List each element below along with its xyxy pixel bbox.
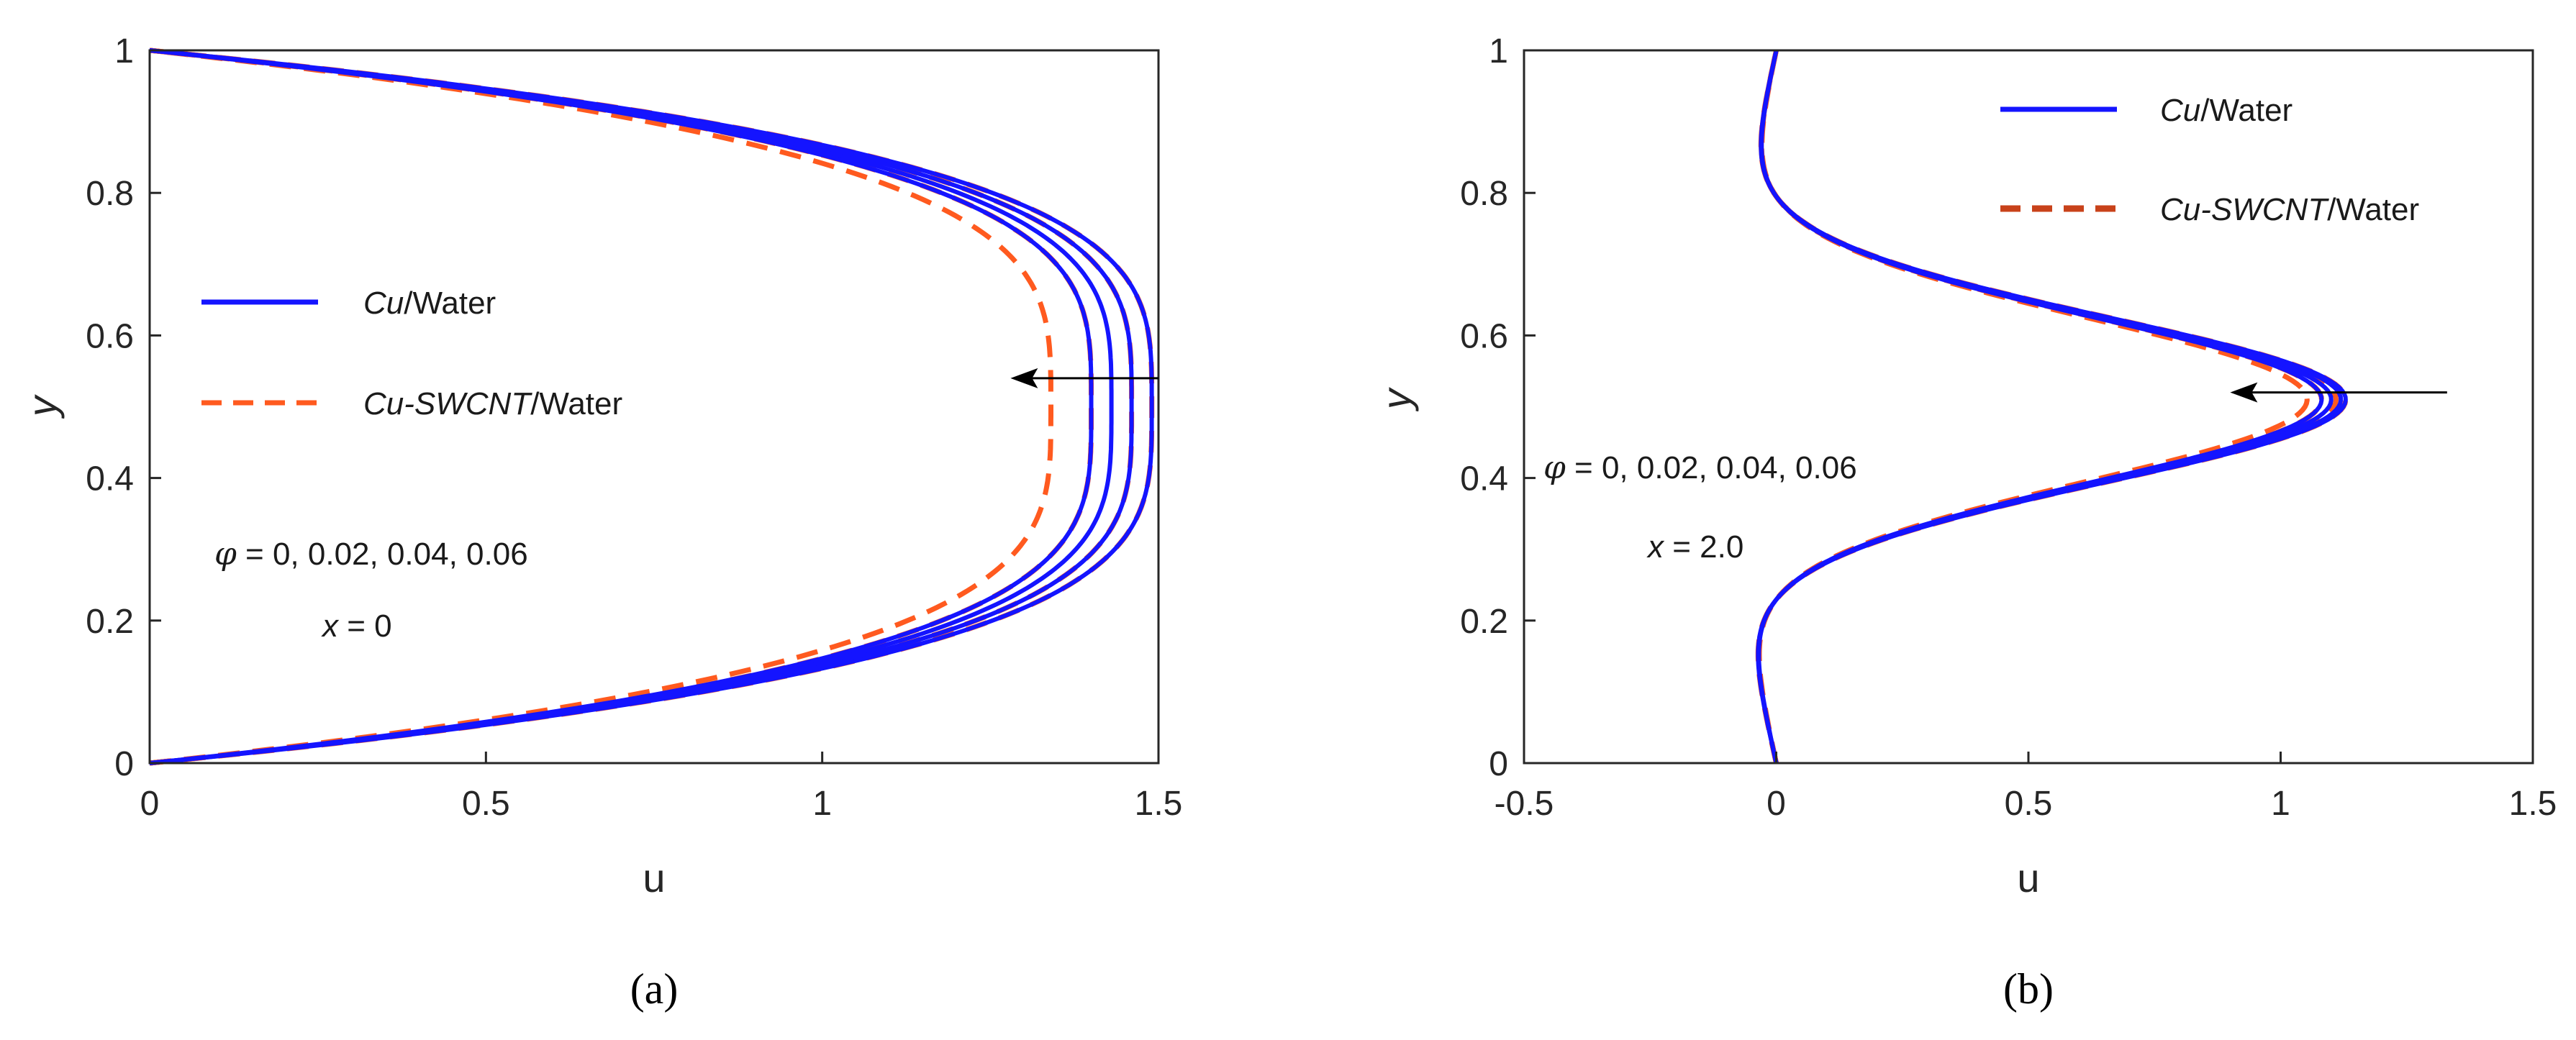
x-annotation-a: x = 0 [321, 608, 392, 644]
legend-label-italic: Cu [363, 286, 404, 321]
axis-ticks-b: -0.5 0 0.5 1 1.500.20.40.60.81 [1460, 32, 2557, 823]
series-cu-swcnt-water-line [149, 47, 1155, 766]
y-tick-label: 0.2 [1460, 603, 1508, 641]
series-cu-water-line [1756, 50, 2348, 764]
y-tick-label: 1 [114, 32, 134, 70]
trend-arrow-b [2230, 382, 2447, 403]
x-value: = 2.0 [1664, 529, 1743, 565]
x-tick-label: -0.5 [1495, 785, 1554, 823]
series-cu-swcnt-water-line [1755, 50, 2349, 764]
y-tick-label: 0.8 [86, 175, 134, 213]
y-tick-label: 0.2 [86, 603, 134, 641]
y-tick-label: 0.6 [1460, 317, 1508, 355]
phi-annotation-a: φ = 0, 0.02, 0.04, 0.06 [214, 536, 528, 573]
phi-annotation-b: φ = 0, 0.02, 0.04, 0.06 [1543, 450, 1857, 486]
phi-symbol: φ [1543, 450, 1566, 486]
legend-label-cu-swcnt-water-a: Cu-SWCNT/Water [363, 386, 622, 421]
x-tick-label: 1 [812, 785, 832, 823]
axis-ticks-a: 0 0.5 1 1.5 0 0.2 0.4 0.6 0.8 1 [86, 32, 1182, 823]
legend-label-rest: /Water [530, 386, 622, 421]
x-tick-label: 0.5 [2005, 785, 2053, 823]
phi-values: = 0, 0.02, 0.04, 0.06 [1566, 450, 1857, 485]
legend-label-rest: /Water [404, 286, 496, 321]
caption-b: (b) [2003, 965, 2054, 1013]
series-cu-water-line [149, 48, 1094, 765]
chart-panel-a: 0 0.5 1 1.5 0 0.2 0.4 0.6 0.8 1 u y Cu/Water Cu-S… [19, 32, 1182, 1013]
x-tick-label: 0 [1767, 785, 1786, 823]
caption-a: (a) [630, 965, 679, 1013]
y-tick-label: 0.8 [1460, 175, 1508, 213]
series-group-a [149, 47, 1155, 766]
plot-frame-b [1523, 49, 2534, 765]
y-tick-label: 0 [1489, 745, 1508, 783]
x-value: = 0 [338, 608, 392, 644]
plot-frame-a [148, 49, 1160, 765]
x-symbol: x [321, 608, 340, 644]
series-cu-water-line [149, 48, 1134, 765]
y-tick-label: 0.4 [86, 460, 134, 498]
legend-label-cu-water-a: Cu/Water [363, 286, 496, 321]
legend-label-rest: /Water [2327, 192, 2419, 227]
y-tick-label: 0.6 [86, 317, 134, 355]
x-tick-label: 1.5 [2509, 785, 2557, 823]
y-axis-label-b: y [1374, 387, 1419, 412]
phi-values: = 0, 0.02, 0.04, 0.06 [237, 537, 528, 572]
legend-b: Cu/Water Cu-SWCNT/Water [2000, 93, 2419, 227]
legend-label-italic: Cu-SWCNT [363, 386, 532, 421]
x-tick-label: 1.5 [1135, 785, 1183, 823]
arrow-head [1010, 368, 1038, 388]
series-cu-swcnt-water-line [149, 47, 1135, 766]
series-cu-swcnt-water-line [1756, 50, 2339, 764]
legend-label-italic: Cu-SWCNT [2160, 192, 2329, 227]
series-cu-water-line [149, 48, 1154, 765]
arrow-head [2230, 382, 2258, 403]
series-cu-water-line [1756, 50, 2344, 764]
trend-arrow-a [1010, 368, 1158, 388]
y-tick-label: 0.4 [1460, 460, 1508, 498]
legend-label-cu-water-b: Cu/Water [2160, 93, 2292, 128]
legend-a: Cu/Water Cu-SWCNT/Water [201, 286, 622, 421]
x-symbol: x [1646, 529, 1665, 565]
legend-label-cu-swcnt-water-b: Cu-SWCNT/Water [2160, 192, 2419, 227]
series-cu-swcnt-water-line [1756, 50, 2310, 764]
x-tick-label: 1 [2271, 785, 2290, 823]
x-tick-label: 0.5 [462, 785, 510, 823]
series-cu-swcnt-water-line [149, 47, 1053, 766]
legend-label-italic: Cu [2160, 93, 2200, 128]
x-axis-label-b: u [2017, 855, 2039, 900]
series-cu-water-line [1756, 50, 2324, 764]
y-tick-label: 0 [114, 745, 134, 783]
legend-label-rest: /Water [2200, 93, 2292, 128]
x-tick-label: 0 [140, 785, 160, 823]
chart-panel-b: -0.5 0 0.5 1 1.500.20.40.60.81 u y Cu/Water … [1374, 32, 2557, 1013]
phi-symbol: φ [214, 536, 237, 573]
x-annotation-b: x = 2.0 [1646, 529, 1743, 565]
series-cu-water-line [1756, 50, 2334, 764]
series-cu-water-line [149, 48, 1114, 765]
series-group-b [1755, 50, 2349, 764]
y-axis-label-a: y [19, 394, 65, 419]
y-tick-label: 1 [1489, 32, 1508, 70]
series-cu-swcnt-water-line [1756, 50, 2324, 764]
x-axis-label-a: u [643, 855, 665, 900]
